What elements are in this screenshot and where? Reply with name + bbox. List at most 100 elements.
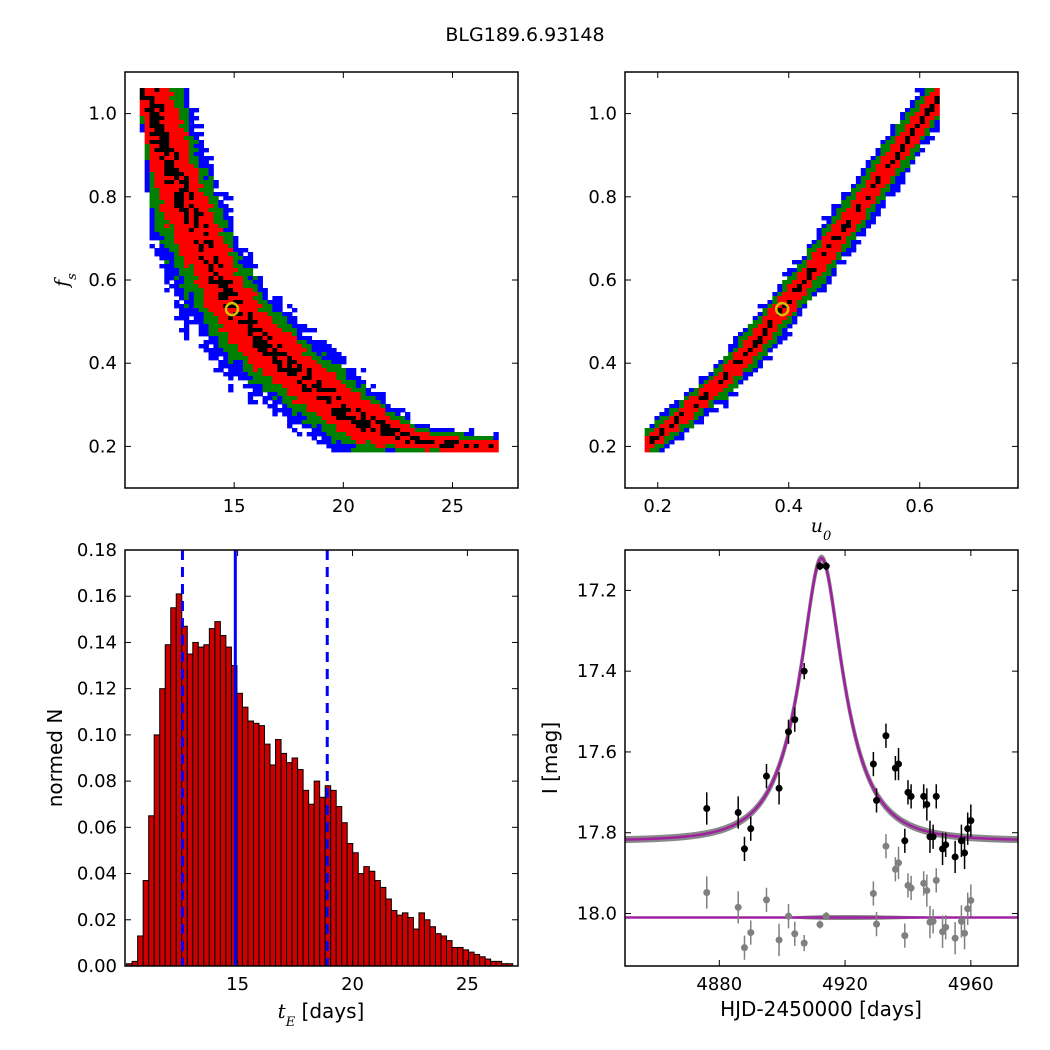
contour-cell-mid (424, 428, 430, 433)
contour-cell-outer (683, 392, 690, 397)
contour-cell-mid (757, 356, 763, 361)
contour-cell-mid (860, 220, 867, 225)
contour-cell-mid (792, 272, 798, 277)
contour-cell-mid (860, 184, 867, 189)
contour-cell-mid (841, 204, 847, 209)
contour-cell-inner (179, 248, 185, 253)
contour-cell-inner (223, 316, 229, 321)
model-band-upper (625, 554, 1018, 840)
contour-cell-mid (277, 312, 283, 317)
contour-cell-core (316, 384, 322, 389)
contour-cell-mid (193, 296, 200, 301)
contour-cell-inner (301, 396, 308, 401)
contour-cell-inner (860, 216, 867, 221)
contour-cell-outer (213, 336, 219, 341)
contour-cell-inner (188, 236, 195, 241)
contour-cell-outer (905, 168, 911, 173)
contour-cell-mid (924, 128, 930, 133)
contour-cell-inner (218, 316, 224, 321)
contour-cell-core (159, 132, 165, 137)
contour-cell-inner (228, 272, 234, 277)
contour-cell-outer (890, 132, 896, 137)
contour-cell-mid (252, 296, 259, 301)
contour-cell-outer (183, 100, 190, 105)
contour-cell-core (154, 116, 160, 121)
contour-cell-inner (434, 444, 440, 449)
contour-cell-outer (174, 280, 180, 285)
contour-cell-mid (360, 388, 367, 393)
contour-cell-inner (821, 240, 827, 245)
contour-cell-outer (208, 356, 214, 361)
contour-cell-outer (247, 396, 254, 401)
contour-cell-inner (865, 204, 872, 209)
histogram-bar (153, 734, 161, 967)
contour-cell-mid (831, 216, 837, 221)
contour-cell-mid (414, 448, 421, 453)
contour-cell-inner (193, 188, 200, 193)
contour-cell-outer (164, 252, 170, 257)
contour-cell-core (218, 284, 224, 289)
contour-cell-inner (336, 384, 342, 389)
contour-cell-inner (321, 368, 327, 373)
contour-cell-outer (223, 352, 229, 357)
contour-cell-core (223, 280, 229, 285)
contour-cell-inner (252, 360, 259, 365)
contour-cell-inner (203, 248, 209, 253)
contour-cell-mid (188, 136, 195, 141)
contour-cell-core (174, 204, 180, 209)
contour-cell-inner (924, 96, 930, 101)
contour-cell-mid (247, 284, 254, 289)
contour-cell-core (752, 340, 759, 345)
contour-cell-mid (880, 196, 886, 201)
contour-cell-core (350, 420, 357, 425)
contour-cell-inner (272, 380, 278, 385)
contour-cell-inner (326, 392, 332, 397)
contour-cell-inner (179, 156, 185, 161)
contour-cell-mid (331, 368, 337, 373)
contour-cell-outer (179, 316, 185, 321)
contour-cell-mid (718, 396, 724, 401)
contour-cell-core (341, 416, 347, 421)
contour-cell-core (649, 440, 655, 445)
contour-cell-inner (355, 400, 362, 405)
contour-cell-inner (174, 112, 180, 117)
contour-cell-inner (203, 208, 209, 213)
contour-cell-outer (723, 400, 729, 405)
contour-cell-outer (203, 340, 209, 345)
contour-cell-outer (900, 176, 906, 181)
contour-cell-core (380, 424, 386, 429)
contour-cell-inner (816, 252, 822, 257)
contour-cell-inner (203, 272, 209, 277)
contour-cell-inner (890, 156, 896, 161)
contour-cell-outer (252, 264, 259, 269)
contour-cell-mid (208, 200, 214, 205)
contour-cell-outer (198, 160, 204, 165)
residual-point (923, 887, 931, 895)
contour-cell-outer (316, 424, 322, 429)
contour-cell-mid (772, 300, 778, 305)
contour-cell-outer (728, 392, 734, 397)
contour-cell-inner (213, 236, 219, 241)
contour-cell-inner (228, 276, 234, 281)
contour-cell-inner (208, 228, 214, 233)
contour-cell-inner (355, 392, 362, 397)
histogram-bar (219, 635, 227, 967)
contour-cell-inner (218, 312, 224, 317)
contour-cell-outer (674, 436, 680, 441)
contour-cell-mid (429, 448, 435, 453)
contour-cell-mid (164, 240, 170, 245)
contour-cell-outer (183, 92, 190, 97)
contour-cell-mid (688, 424, 695, 429)
contour-cell-inner (183, 240, 190, 245)
contour-cell-outer (292, 420, 298, 425)
contour-cell-outer (233, 364, 239, 369)
contour-cell-outer (434, 428, 440, 433)
contour-cell-inner (355, 436, 362, 441)
contour-cell-mid (419, 428, 426, 433)
contour-cell-mid (242, 272, 249, 277)
contour-cell-inner (169, 124, 175, 129)
contour-cell-mid (909, 148, 916, 153)
contour-cell-inner (909, 140, 916, 145)
contour-cell-inner (459, 444, 465, 449)
contour-cell-inner (233, 288, 239, 293)
